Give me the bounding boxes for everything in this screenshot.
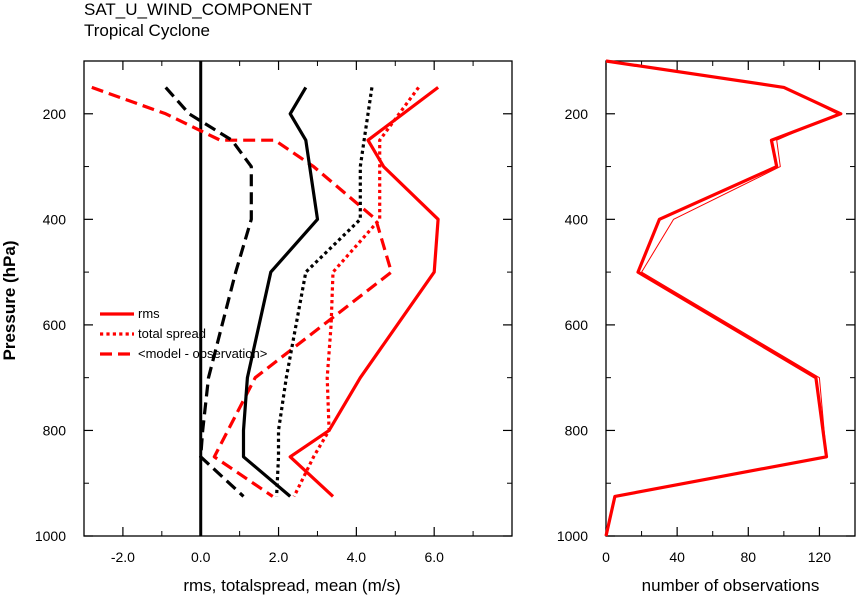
series-model-observation [91, 85, 393, 498]
y-tick-label: 600 [565, 317, 589, 333]
legend-label: rms [138, 306, 160, 321]
chart-title: SAT_U_WIND_COMPONENT [84, 0, 313, 19]
y-tick-label: 200 [43, 106, 67, 122]
series-line [275, 87, 374, 497]
y-tick-label: 600 [43, 317, 67, 333]
series-total-spread [292, 86, 420, 498]
x-tick-label: 6.0 [424, 549, 444, 565]
chart-subtitle: Tropical Cyclone [84, 21, 210, 40]
y-tick-label: 800 [565, 422, 589, 438]
x-tick-label: 0 [602, 549, 610, 565]
y-tick-label: 200 [565, 106, 589, 122]
x-tick-label: 120 [808, 549, 832, 565]
y-tick-label: 800 [43, 422, 67, 438]
series-line [605, 60, 838, 537]
x-axis-label: number of observations [642, 576, 820, 595]
y-tick-label: 1000 [35, 528, 66, 544]
legend-label: total spread [138, 326, 206, 341]
y-tick-label: 1000 [557, 528, 588, 544]
x-tick-label: 80 [740, 549, 756, 565]
legend-label: <model - observation> [138, 346, 267, 361]
y-tick-label: 400 [43, 211, 67, 227]
y-tick-label: 400 [565, 211, 589, 227]
series-line [604, 59, 843, 537]
x-tick-label: 2.0 [269, 549, 289, 565]
series-line [241, 86, 320, 498]
x-axis-label: rms, totalspread, mean (m/s) [183, 576, 400, 595]
plot-frame [605, 60, 856, 537]
x-tick-label: 4.0 [347, 549, 367, 565]
x-tick-label: 0.0 [191, 549, 211, 565]
series-rms [288, 86, 440, 498]
series-line [164, 86, 253, 498]
x-tick-label: -2.0 [111, 549, 135, 565]
x-tick-label: 40 [669, 549, 685, 565]
y-axis-label: Pressure (hPa) [0, 241, 19, 361]
observation-count-panel: 200 400 600 800 1000 0 40 80 120 number of observ… [557, 59, 856, 595]
profile-panel: 200 400 600 800 1000 -2.0 0.0 2.0 4.0 6.0 rms, tot… [0, 60, 513, 595]
plot-frame [83, 60, 513, 537]
